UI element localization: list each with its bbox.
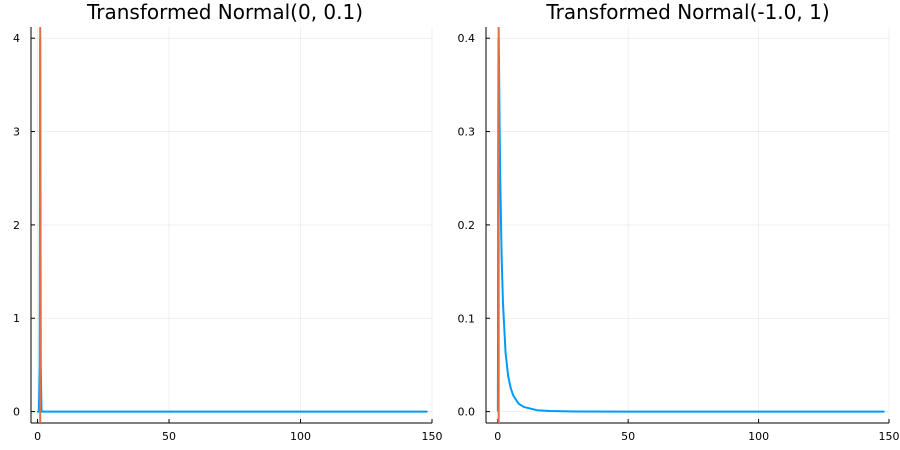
series-group [36,27,428,423]
y-tick-label: 0.2 [458,219,476,232]
subplot-right: 0 50 100 150 0.0 0.1 0.2 0.3 0.4 Transformed Norm… [458,0,900,443]
y-tick-label: 1 [13,312,20,325]
y-tick-label: 2 [13,219,20,232]
subplot-left: 0 50 100 150 0 1 2 3 4 Transformed Normal(0, 0.1) [13,0,443,443]
x-tick-label: 150 [422,430,443,443]
x-tick-label: 0 [494,430,501,443]
x-tick-label: 100 [290,430,311,443]
y-tick-label: 0.0 [458,406,476,419]
y-tick-label: 0.3 [458,126,476,139]
chart-title: Transformed Normal(-1.0, 1) [545,0,829,24]
y-tick-label: 4 [13,32,20,45]
y-tick-label: 0.4 [458,32,476,45]
x-tick-label: 50 [621,430,635,443]
y-tick-label: 0.1 [458,312,476,325]
x-tick-label: 0 [34,430,41,443]
y-tick-label: 3 [13,126,20,139]
x-tick-label: 150 [879,430,900,443]
chart-title: Transformed Normal(0, 0.1) [86,0,363,24]
series-group [496,27,885,423]
density-line [36,38,428,413]
x-tick-label: 100 [748,430,769,443]
y-tick-label: 0 [13,406,20,419]
x-tick-label: 50 [162,430,176,443]
